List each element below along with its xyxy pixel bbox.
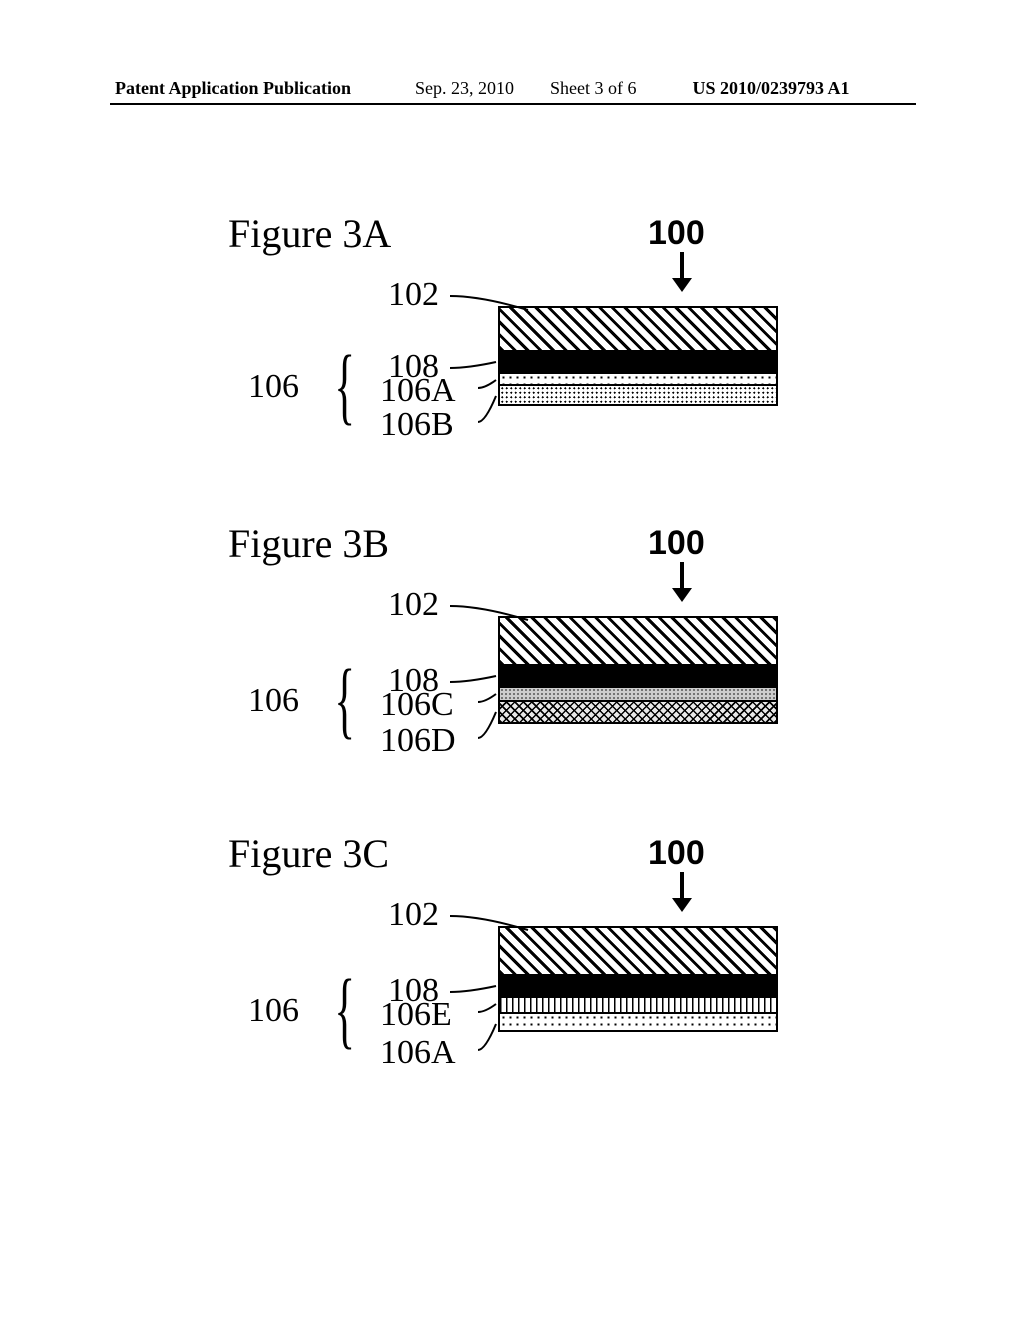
figure-block-0: Figure 3A100102108106A106B106{ (188, 210, 828, 470)
arrow-down-icon (668, 250, 696, 301)
brace-icon: { (334, 656, 355, 742)
ref-100: 100 (648, 834, 705, 873)
ref-label-106C: 106C (380, 686, 454, 724)
ref-label-106E: 106E (380, 996, 452, 1034)
brace-icon: { (334, 966, 355, 1052)
ref-label-106A: 106A (380, 372, 456, 410)
layer-108 (500, 352, 776, 374)
layer-108 (500, 666, 776, 688)
ref-group-106: 106 (248, 368, 299, 406)
layer-102 (500, 308, 776, 352)
layer-106E (500, 998, 776, 1014)
ref-label-102: 102 (388, 276, 439, 314)
header-date: Sep. 23, 2010 (415, 78, 514, 99)
header-sheet: Sheet 3 of 6 (550, 78, 636, 99)
layer-106A (500, 374, 776, 386)
layer-106B (500, 386, 776, 404)
ref-group-106: 106 (248, 682, 299, 720)
ref-label-106B: 106B (380, 406, 454, 444)
ref-100: 100 (648, 214, 705, 253)
header-publication: Patent Application Publication (115, 78, 351, 99)
ref-label-102: 102 (388, 896, 439, 934)
brace-icon: { (334, 342, 355, 428)
figure-title: Figure 3A (228, 210, 391, 257)
ref-100: 100 (648, 524, 705, 563)
layer-106C (500, 688, 776, 702)
layer-106D (500, 702, 776, 722)
ref-label-106A: 106A (380, 1034, 456, 1072)
figure-title: Figure 3B (228, 520, 389, 567)
arrow-down-icon (668, 870, 696, 921)
ref-label-106D: 106D (380, 722, 456, 760)
layer-108 (500, 976, 776, 998)
arrow-down-icon (668, 560, 696, 611)
layer-106A (500, 1014, 776, 1030)
ref-label-102: 102 (388, 586, 439, 624)
header-rule (110, 103, 916, 105)
header-pubno: US 2010/0239793 A1 (693, 78, 850, 99)
figure-block-2: Figure 3C100102108106E106A106{ (188, 830, 828, 1090)
layer-stack (498, 926, 778, 1032)
figure-title: Figure 3C (228, 830, 389, 877)
figure-block-1: Figure 3B100102108106C106D106{ (188, 520, 828, 780)
layer-102 (500, 618, 776, 666)
layer-102 (500, 928, 776, 976)
layer-stack (498, 616, 778, 724)
layer-stack (498, 306, 778, 406)
ref-group-106: 106 (248, 992, 299, 1030)
